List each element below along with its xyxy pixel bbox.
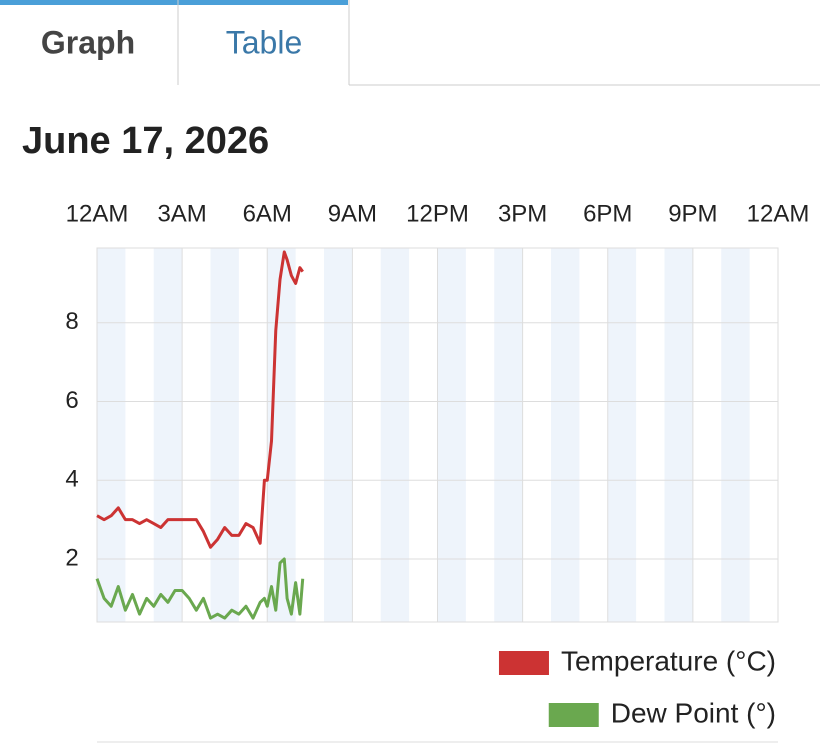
hour-band (437, 248, 466, 622)
plot-frame (96, 247, 779, 623)
hour-band (607, 248, 637, 622)
series-line (95, 557, 305, 620)
hour-band (97, 248, 126, 622)
x-tick-label: 3AM (157, 200, 206, 227)
hour-band (721, 248, 750, 622)
hour-band (551, 248, 580, 622)
legend: Temperature (°C) Dew Point (°) (498, 645, 776, 728)
tab-indicator (0, 0, 348, 5)
y-tick-label: 8 (65, 308, 78, 335)
y-tick-label: 2 (65, 544, 78, 571)
tab-table[interactable]: Table (226, 24, 303, 60)
hour-band (153, 248, 183, 622)
chart-title: June 17, 2026 (22, 120, 269, 162)
y-tick-label: 6 (65, 387, 78, 414)
x-tick-label: 6AM (243, 200, 292, 227)
chart: 12AM 3AM 6AM 9AM 12PM 3PM 6PM 9PM 12AM 2 4 6 8 Temper… (65, 200, 809, 728)
x-tick-label: 9AM (328, 200, 377, 227)
hour-band (664, 248, 693, 622)
hour-band (380, 248, 410, 622)
x-tick-label: 12AM (66, 200, 129, 227)
y-tick-label: 4 (65, 466, 78, 493)
x-tick-label: 12PM (406, 200, 469, 227)
series-line (96, 250, 304, 549)
x-tick-label: 3PM (498, 200, 547, 227)
tab-graph[interactable]: Graph (41, 24, 135, 60)
hour-band (210, 248, 239, 622)
hour-band (324, 248, 353, 622)
x-tick-label: 9PM (668, 200, 717, 227)
legend-swatch (548, 703, 599, 727)
x-tick-label: 6PM (583, 200, 632, 227)
x-tick-label: 12AM (747, 200, 810, 227)
hour-band (494, 248, 523, 622)
legend-label: Temperature (°C) (561, 645, 776, 676)
legend-swatch (498, 651, 549, 675)
legend-label: Dew Point (°) (611, 697, 776, 728)
